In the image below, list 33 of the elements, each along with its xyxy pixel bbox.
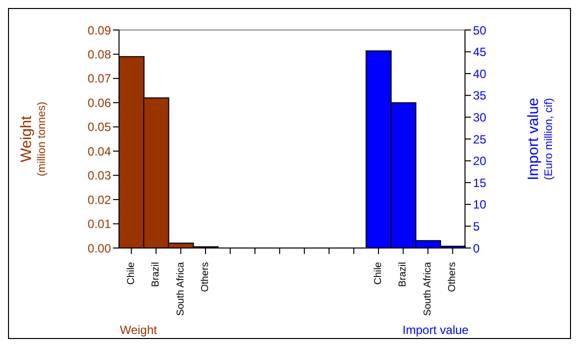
y-tick-label: 0.05 bbox=[88, 120, 112, 134]
x-tick-label: Brazil bbox=[398, 262, 409, 288]
y2-tick-label: 25 bbox=[473, 132, 487, 146]
x-tick-label: Chile bbox=[373, 262, 384, 285]
y2-tick-label: 30 bbox=[473, 110, 487, 124]
y2-tick-label: 35 bbox=[473, 88, 487, 103]
y2-axis-title: Import value (Euro million, cif) bbox=[525, 98, 555, 180]
y-axis-title: Weight (million tonnes) bbox=[18, 102, 48, 176]
y-tick-label: 0.09 bbox=[88, 23, 112, 38]
y-tick-label: 0.03 bbox=[88, 168, 112, 183]
y2-tick-label: 0 bbox=[473, 241, 480, 256]
x-tick-label: Brazil bbox=[150, 262, 162, 288]
y-tick-label: 0.01 bbox=[88, 217, 112, 232]
y2-tick-label: 20 bbox=[473, 154, 487, 168]
x-tick-label: Chile bbox=[126, 262, 137, 285]
y2-tick-label: 50 bbox=[473, 23, 487, 38]
text: Weight bbox=[120, 323, 158, 337]
y2-tick-label: 10 bbox=[473, 198, 487, 212]
y-tick-label: 0.08 bbox=[88, 47, 112, 62]
y2-tick-label: 5 bbox=[473, 219, 480, 234]
y-tick-label: 0.07 bbox=[88, 72, 112, 86]
y-tick-label: 0.06 bbox=[88, 96, 112, 110]
x-tick-label: South Africa bbox=[175, 262, 186, 316]
y2-tick-label: 40 bbox=[473, 66, 487, 81]
text: Import value bbox=[402, 323, 469, 337]
y-tick-label: 0.00 bbox=[88, 241, 112, 256]
x-tick-label: Others bbox=[447, 262, 458, 292]
y2-tick-label: 45 bbox=[473, 45, 487, 60]
y-tick-label: 0.04 bbox=[88, 144, 112, 158]
x-tick-label: South Africa bbox=[422, 262, 434, 316]
x-tick-label: Others bbox=[200, 262, 211, 292]
y2-tick-label: 15 bbox=[473, 176, 487, 190]
y-tick-label: 0.02 bbox=[88, 192, 112, 207]
